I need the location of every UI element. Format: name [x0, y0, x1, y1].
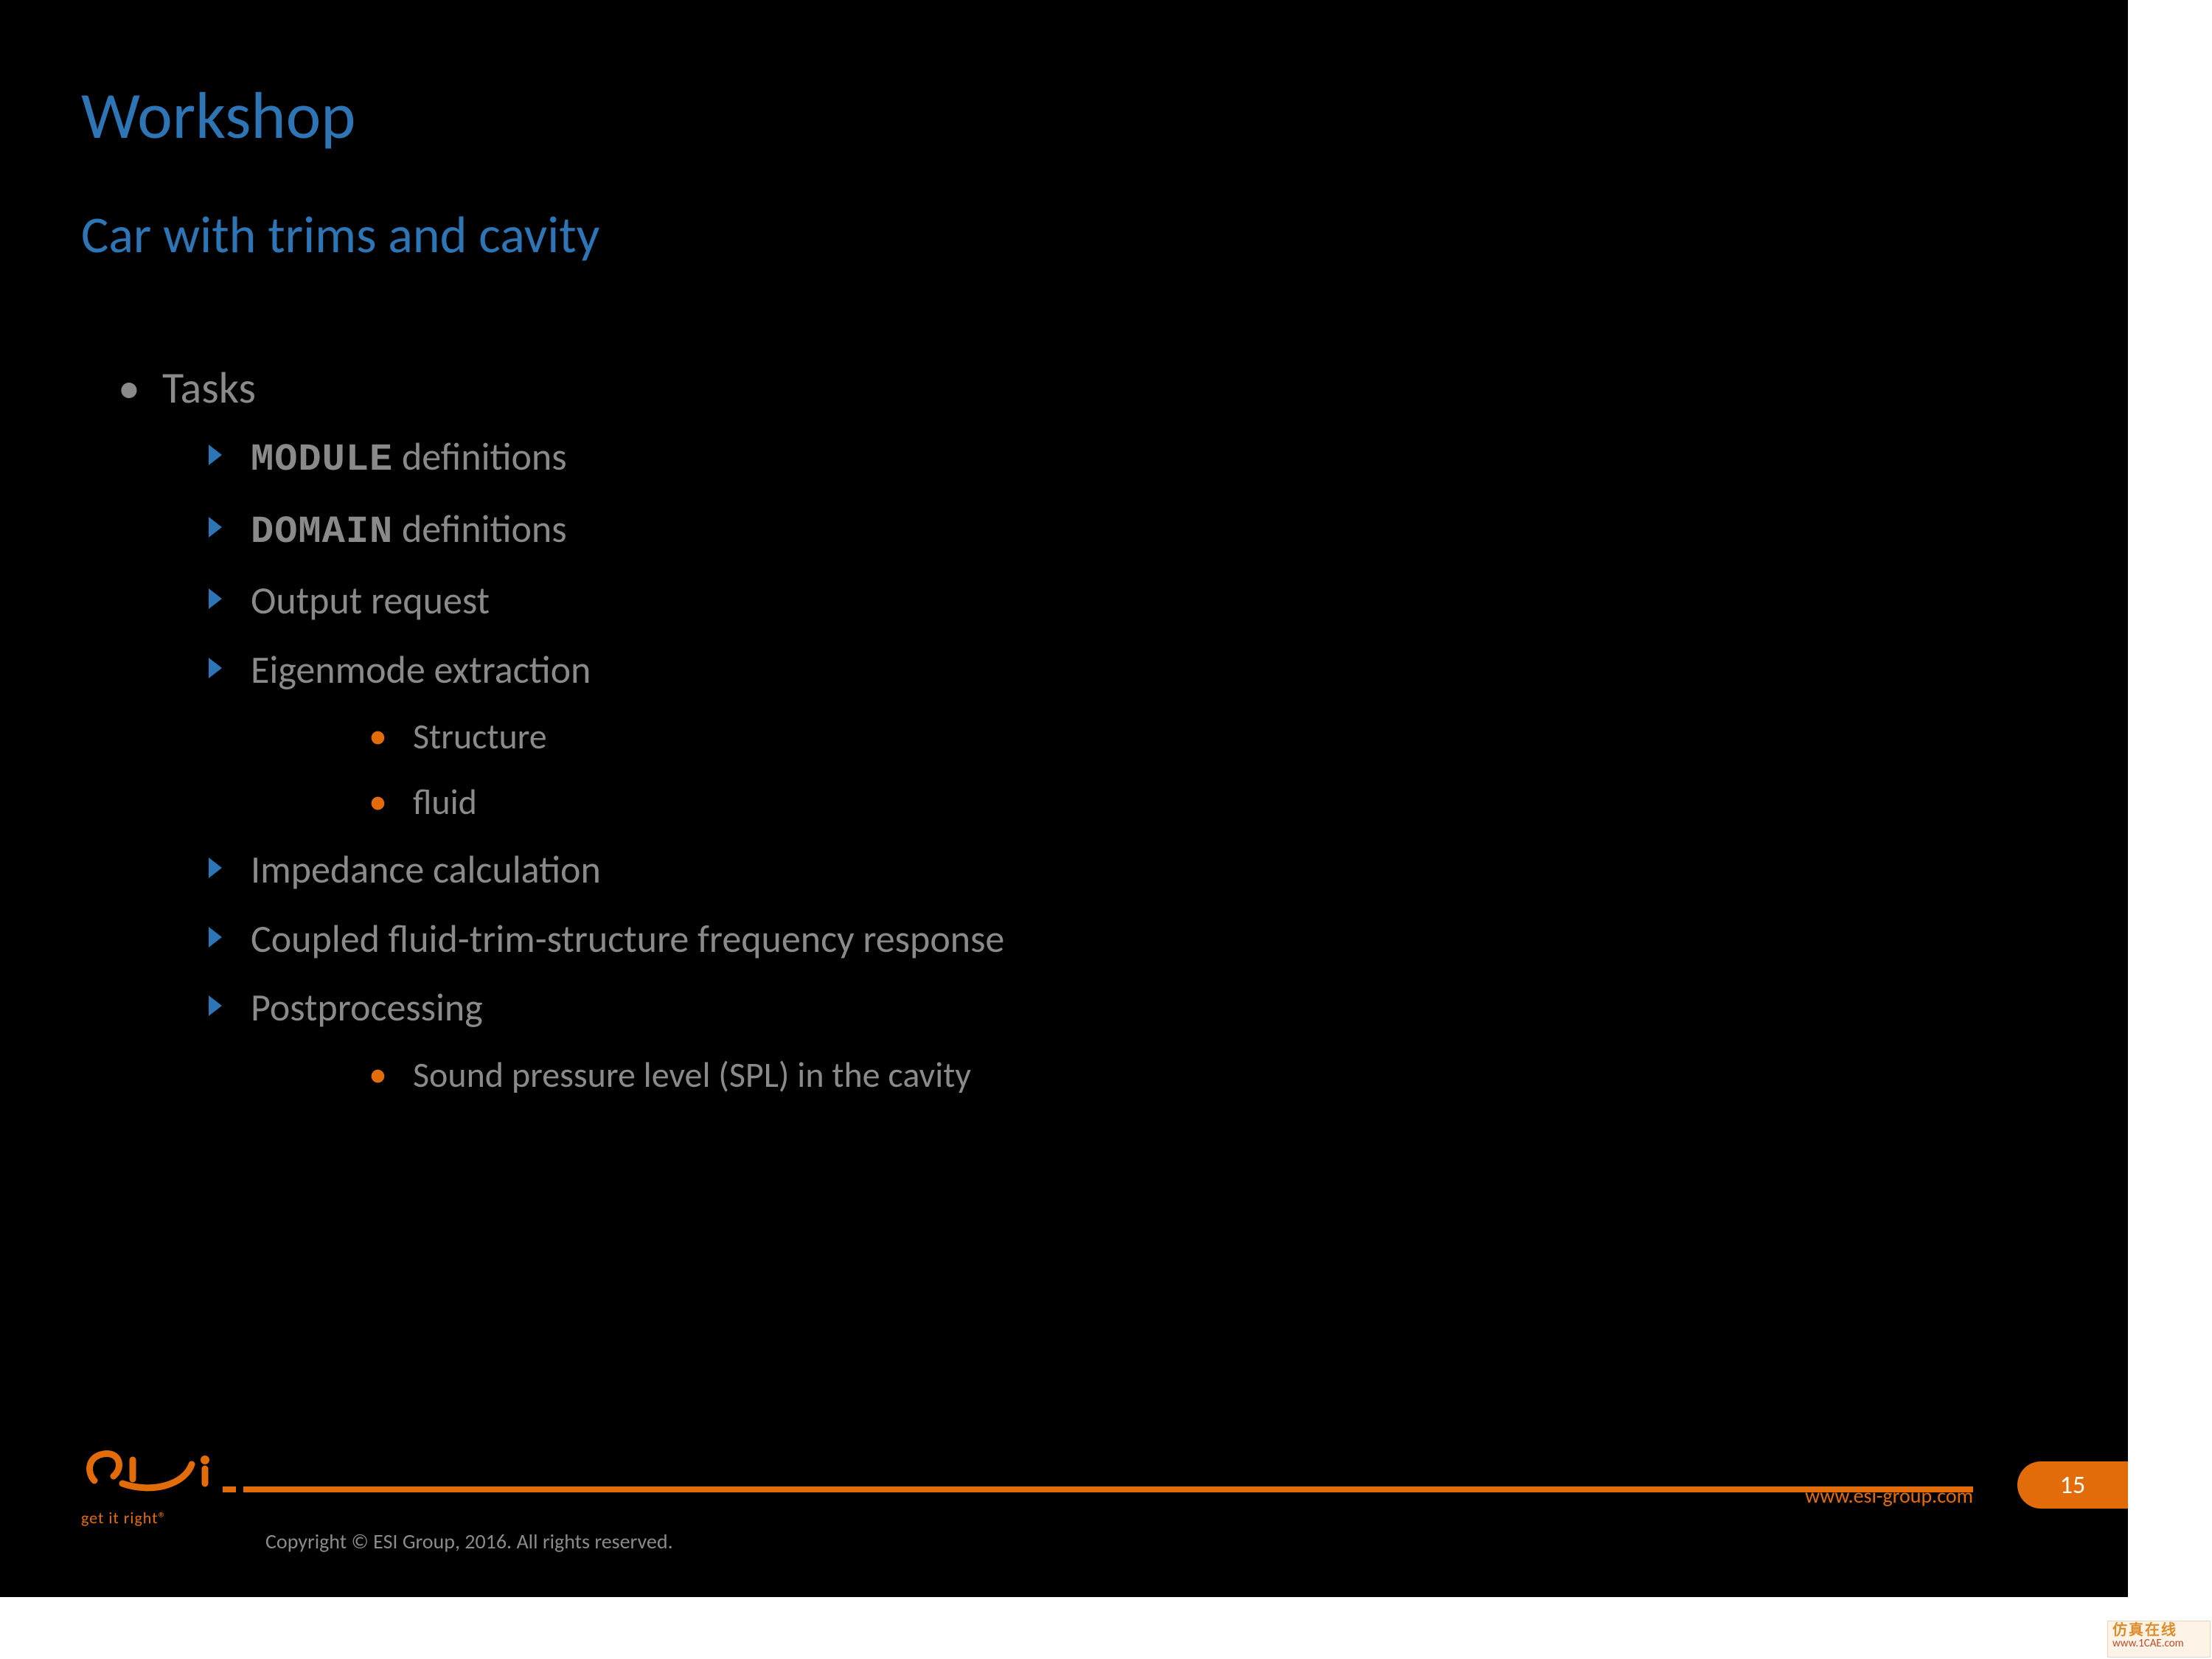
- badge-line2: www.1CAE.com: [2112, 1638, 2205, 1650]
- badge-line1: 仿真在线: [2112, 1623, 2205, 1638]
- bullet-text: definitions: [393, 505, 566, 552]
- slide-subtitle: Car with trims and cavity: [81, 206, 599, 263]
- bullet-text: Output request: [251, 577, 490, 624]
- bullet-lvl2: MODULE definitions: [162, 422, 2039, 495]
- slide-title: Workshop: [81, 80, 355, 153]
- bullet-text: Structure: [413, 714, 547, 758]
- keyword: MODULE: [251, 438, 393, 481]
- esi-logo: get it right®: [81, 1442, 221, 1523]
- bullet-text: Postprocessing: [251, 984, 483, 1031]
- bullet-lvl2: DOMAIN definitions: [162, 495, 2039, 567]
- bullet-text: fluid: [413, 780, 477, 824]
- watermark-badge: 仿真在线 www.1CAE.com: [2107, 1621, 2211, 1658]
- bullet-lvl2: Coupled fluid-trim-structure frequency r…: [162, 905, 2039, 974]
- copyright-text: Copyright © ESI Group, 2016. All rights …: [265, 1528, 673, 1554]
- bullet-text: definitions: [393, 433, 566, 480]
- bullet-lvl2: Output request: [162, 566, 2039, 636]
- page-number: 15: [2060, 1470, 2085, 1500]
- bullet-lvl2: Postprocessing Sound pressure level (SPL…: [162, 973, 2039, 1107]
- keyword: DOMAIN: [251, 510, 393, 554]
- bullet-lvl1: Tasks MODULE definitions DOMAIN definiti…: [111, 354, 2039, 1108]
- lvl1-label: Tasks: [162, 361, 256, 415]
- footer-divider: [243, 1486, 1973, 1492]
- slide: Workshop Car with trims and cavity Tasks…: [0, 0, 2128, 1597]
- bullet-lvl2: Eigenmode extraction Structure fluid: [162, 636, 2039, 835]
- logo-tagline: get it right®: [81, 1508, 167, 1528]
- bullet-text: Coupled fluid-trim-structure frequency r…: [251, 915, 1004, 962]
- bullet-text: Sound pressure level (SPL) in the cavity: [413, 1053, 971, 1096]
- content-area: Tasks MODULE definitions DOMAIN definiti…: [111, 354, 2039, 1108]
- bullet-lvl3: fluid: [251, 770, 2039, 835]
- bullet-text: Eigenmode extraction: [251, 646, 591, 693]
- bullet-lvl3: Structure: [251, 704, 2039, 770]
- bullet-lvl2: Impedance calculation: [162, 835, 2039, 905]
- footer-url: www.esi-group.com: [1805, 1483, 1973, 1509]
- bullet-lvl3: Sound pressure level (SPL) in the cavity: [251, 1043, 2039, 1108]
- bullet-text: Impedance calculation: [251, 846, 601, 893]
- page-number-pill: 15: [2017, 1461, 2128, 1509]
